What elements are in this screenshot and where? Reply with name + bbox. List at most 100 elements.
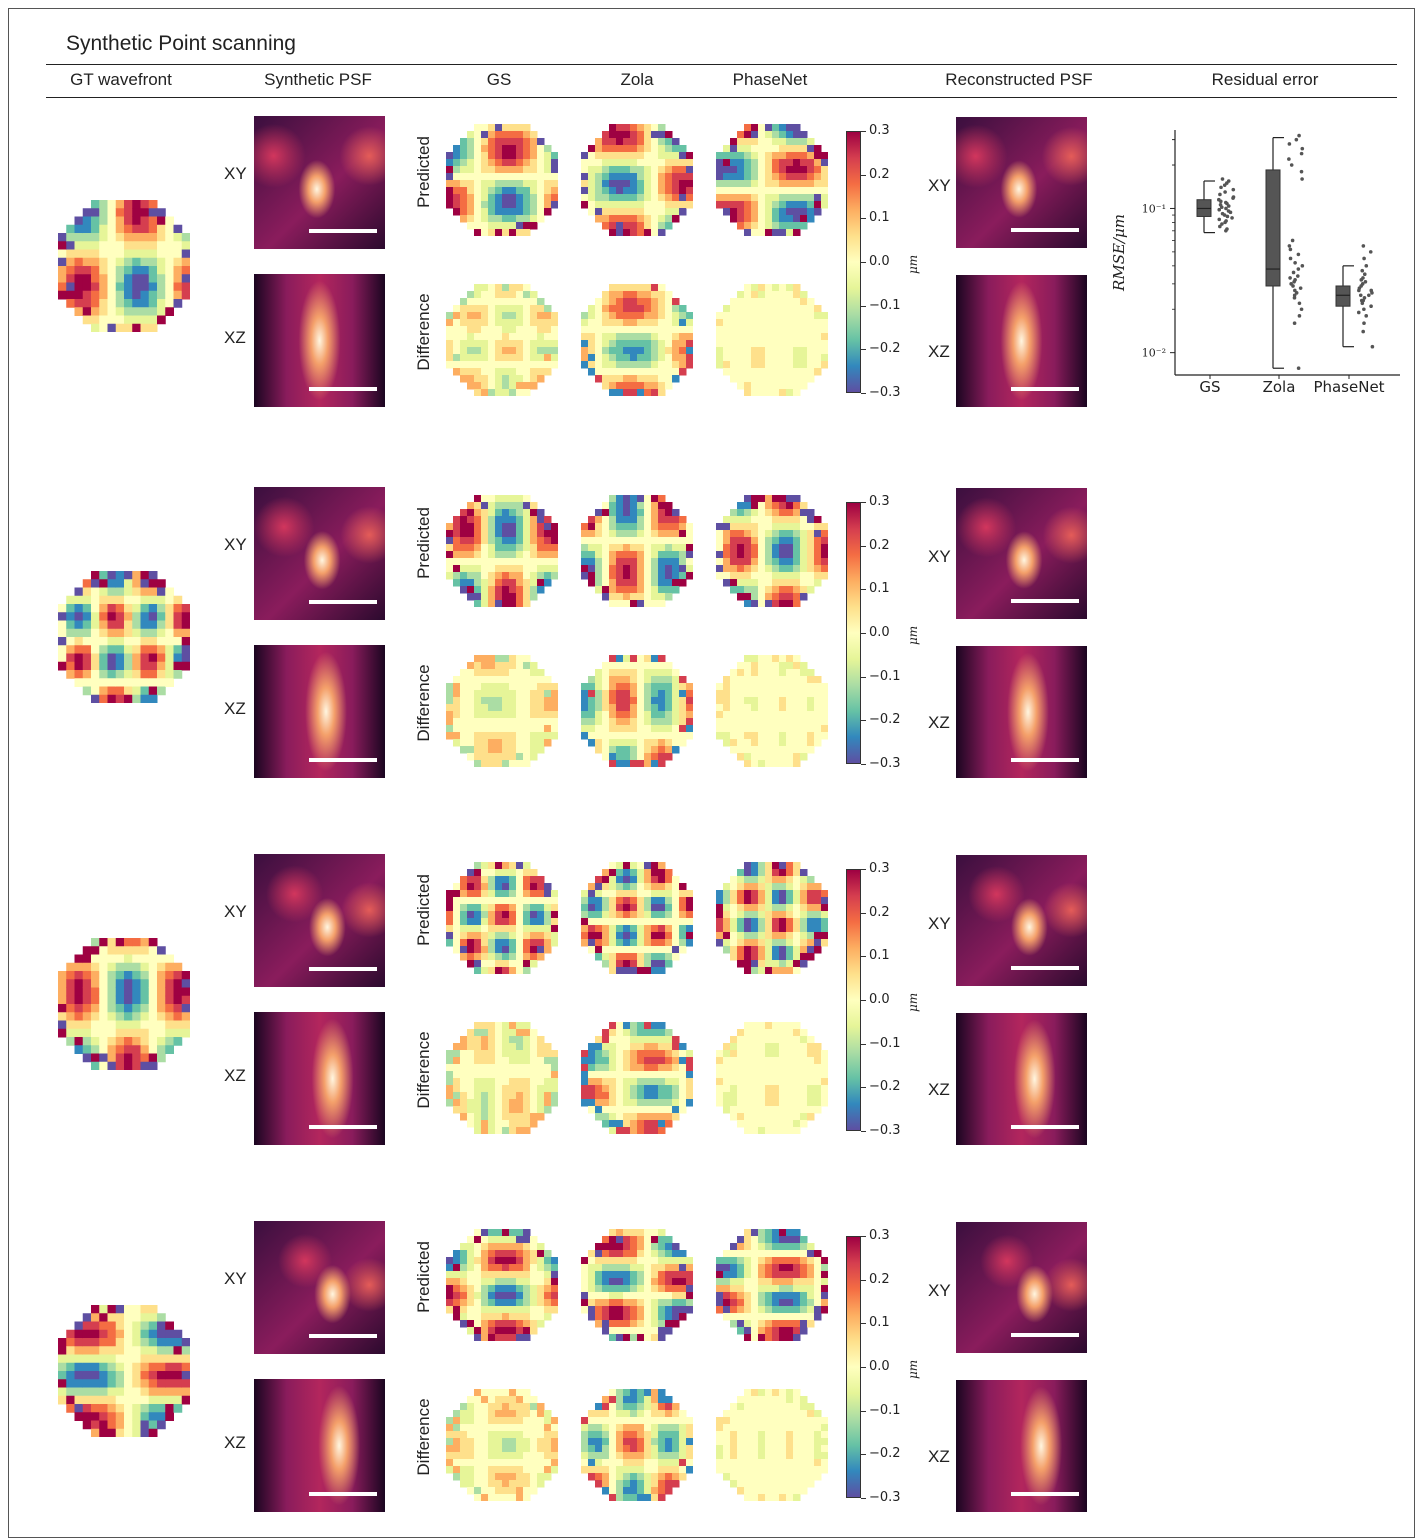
colorbar-tick-row3-6 bbox=[861, 1131, 866, 1132]
colorbar-tick-row3-2 bbox=[861, 956, 866, 957]
label-xy-row1: XY bbox=[224, 164, 247, 184]
point-Zola bbox=[1287, 157, 1291, 161]
gs-predicted-row4 bbox=[446, 1229, 558, 1341]
figure-title: Synthetic Point scanning bbox=[66, 32, 296, 56]
colorbar-tick-label-row2-3: 0.0 bbox=[869, 625, 890, 640]
synthetic-psf-xz-row1-scalebar bbox=[309, 387, 377, 391]
colorbar-tick-row3-3 bbox=[861, 1000, 866, 1001]
colorbar-tick-label-row3-6: −0.3 bbox=[869, 1123, 901, 1138]
reconstructed-psf-xz-row1-scalebar bbox=[1011, 387, 1079, 391]
colorbar-tick-row3-1 bbox=[861, 913, 866, 914]
point-Zola bbox=[1298, 314, 1302, 318]
recon-label-xy-row3: XY bbox=[928, 914, 951, 934]
reconstructed-psf-xy-row1-scalebar bbox=[1011, 228, 1079, 232]
reconstructed-psf-xy-row2-scalebar bbox=[1011, 599, 1079, 603]
gs-predicted-row2 bbox=[446, 495, 558, 607]
phasenet-difference-row3 bbox=[716, 1022, 828, 1134]
point-PhaseNet bbox=[1364, 280, 1368, 284]
label-difference-row3: Difference bbox=[414, 1031, 434, 1108]
colorbar-tick-row2-3 bbox=[861, 633, 866, 634]
colorbar-tick-row4-1 bbox=[861, 1280, 866, 1281]
gt-wavefront-row3 bbox=[58, 938, 190, 1070]
point-PhaseNet bbox=[1361, 276, 1365, 280]
label-xz-row2: XZ bbox=[224, 699, 246, 719]
label-predicted-row4: Predicted bbox=[414, 1241, 434, 1313]
colorbar-tick-row3-5 bbox=[861, 1087, 866, 1088]
point-Zola bbox=[1296, 274, 1300, 278]
colorbar-tick-label-row4-4: −0.1 bbox=[869, 1403, 901, 1418]
point-PhaseNet bbox=[1359, 293, 1363, 297]
colorbar-tick-row1-5 bbox=[861, 349, 866, 350]
colorbar-tick-label-row4-6: −0.3 bbox=[869, 1490, 901, 1505]
recon-label-xz-row4: XZ bbox=[928, 1447, 950, 1467]
colorbar-row2 bbox=[846, 502, 861, 764]
point-PhaseNet bbox=[1357, 311, 1361, 315]
point-PhaseNet bbox=[1369, 304, 1373, 308]
point-GS bbox=[1218, 193, 1222, 197]
point-Zola bbox=[1289, 257, 1293, 261]
point-GS bbox=[1217, 218, 1221, 222]
label-predicted-row3: Predicted bbox=[414, 874, 434, 946]
colorbar-tick-label-row4-0: 0.3 bbox=[869, 1228, 890, 1243]
point-Zola bbox=[1293, 321, 1297, 325]
recon-label-xz-row1: XZ bbox=[928, 342, 950, 362]
reconstructed-psf-xy-row3-scalebar bbox=[1011, 966, 1079, 970]
header-bottom-rule bbox=[46, 97, 1397, 98]
point-Zola bbox=[1298, 301, 1302, 305]
col-header-zola: Zola bbox=[620, 70, 653, 90]
label-xy-row3: XY bbox=[224, 902, 247, 922]
point-Zola bbox=[1300, 170, 1304, 174]
colorbar-tick-label-row1-4: −0.1 bbox=[869, 298, 901, 313]
point-Zola bbox=[1288, 142, 1292, 146]
colorbar-unit-row4: μm bbox=[906, 1360, 920, 1379]
colorbar-tick-label-row1-0: 0.3 bbox=[869, 123, 890, 138]
colorbar-tick-row1-4 bbox=[861, 306, 866, 307]
point-PhaseNet bbox=[1367, 293, 1371, 297]
gs-difference-row1 bbox=[446, 284, 558, 396]
point-PhaseNet bbox=[1363, 272, 1367, 276]
colorbar-row1 bbox=[846, 131, 861, 393]
colorbar-tick-label-row3-3: 0.0 bbox=[869, 992, 890, 1007]
colorbar-tick-label-row2-1: 0.2 bbox=[869, 538, 890, 553]
point-GS bbox=[1224, 207, 1228, 211]
colorbar-tick-row3-4 bbox=[861, 1044, 866, 1045]
point-Zola bbox=[1288, 276, 1292, 280]
col-header-phasenet: PhaseNet bbox=[733, 70, 808, 90]
label-difference-row4: Difference bbox=[414, 1398, 434, 1475]
recon-label-xy-row2: XY bbox=[928, 547, 951, 567]
col-header-residual-error: Residual error bbox=[1212, 70, 1319, 90]
phasenet-predicted-row2 bbox=[716, 495, 828, 607]
colorbar-tick-row2-2 bbox=[861, 589, 866, 590]
label-xy-row4: XY bbox=[224, 1269, 247, 1289]
point-GS bbox=[1221, 212, 1225, 216]
zola-predicted-row3 bbox=[581, 862, 693, 974]
col-header-synthetic-psf: Synthetic PSF bbox=[264, 70, 372, 90]
point-Zola bbox=[1292, 271, 1296, 275]
colorbar-tick-row1-2 bbox=[861, 218, 866, 219]
phasenet-difference-row1 bbox=[716, 284, 828, 396]
colorbar-unit-row2: μm bbox=[906, 626, 920, 645]
colorbar-tick-label-row1-6: −0.3 bbox=[869, 385, 901, 400]
point-GS bbox=[1227, 179, 1231, 183]
colorbar-tick-label-row4-3: 0.0 bbox=[869, 1359, 890, 1374]
colorbar-tick-label-row1-3: 0.0 bbox=[869, 254, 890, 269]
gs-difference-row4 bbox=[446, 1389, 558, 1501]
colorbar-tick-label-row4-2: 0.1 bbox=[869, 1315, 890, 1330]
gt-wavefront-row2 bbox=[58, 571, 190, 703]
colorbar-tick-row2-0 bbox=[861, 502, 866, 503]
colorbar-tick-label-row2-5: −0.2 bbox=[869, 712, 901, 727]
label-xz-row3: XZ bbox=[224, 1066, 246, 1086]
point-GS bbox=[1231, 188, 1235, 192]
label-xz-row1: XZ bbox=[224, 328, 246, 348]
colorbar-tick-row4-6 bbox=[861, 1498, 866, 1499]
synthetic-psf-xy-row1-scalebar bbox=[309, 229, 377, 233]
point-GS bbox=[1220, 222, 1224, 226]
point-Zola bbox=[1300, 147, 1304, 151]
point-PhaseNet bbox=[1364, 314, 1368, 318]
colorbar-tick-row2-5 bbox=[861, 720, 866, 721]
colorbar-tick-label-row4-5: −0.2 bbox=[869, 1446, 901, 1461]
point-Zola bbox=[1289, 248, 1293, 252]
point-GS bbox=[1223, 190, 1227, 194]
point-Zola bbox=[1297, 267, 1301, 271]
